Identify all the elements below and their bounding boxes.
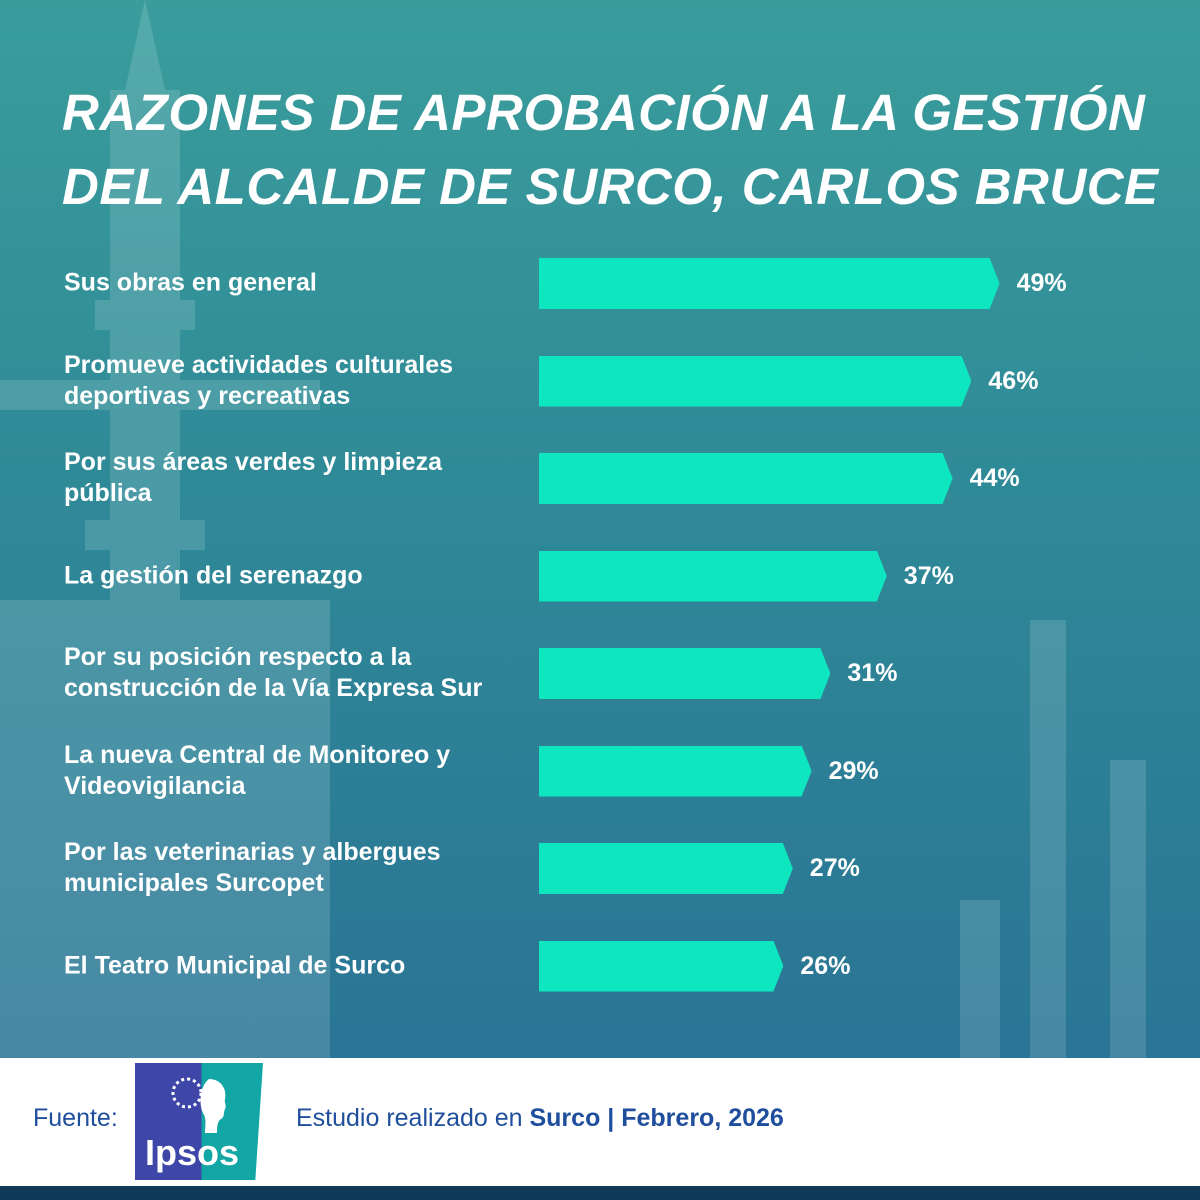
category-label: La nueva Central de Monitoreo y Videovig… [64,740,451,800]
bar [539,453,953,504]
value-label: 37% [903,561,954,590]
category-label: La gestión del serenazgo [64,561,363,589]
footer-bar [0,1186,1200,1200]
bar [539,258,1000,309]
category-label: El Teatro Municipal de Surco [64,951,406,979]
value-label: 44% [969,464,1020,492]
chart-title: RAZONES DE APROBACIÓN A LA GESTIÓN DEL A… [62,84,1159,215]
value-label: 26% [800,951,851,980]
source-label: Fuente: [33,1104,118,1132]
study-prefix: Estudio realizado en [296,1104,530,1132]
bar [539,551,887,602]
bar [539,941,783,992]
profile-head-icon [171,1077,226,1133]
bar [539,356,971,407]
ipsos-logo: Ipsos [135,1063,263,1180]
bar [539,648,830,699]
category-label: Por las veterinarias y albergues municip… [64,838,441,897]
category-label: Por sus áreas verdes y limpieza pública [64,448,442,507]
tower-silhouette [0,0,1200,1058]
value-label: 49% [1016,269,1067,297]
study-separator: | [600,1104,622,1132]
study-date: Febrero, 2026 [621,1104,784,1132]
category-label: Sus obras en general [64,268,317,297]
value-label: 46% [988,366,1039,395]
value-label: 31% [847,659,898,687]
logo-wordmark: Ipsos [145,1132,240,1173]
study-note: Estudio realizado en Surco | Febrero, 20… [296,1102,784,1134]
category-label: Por su posición respecto a la construcci… [64,643,483,702]
study-place: Surco [529,1104,601,1132]
category-label: Promueve actividades culturales deportiv… [64,350,454,410]
value-label: 27% [809,854,860,882]
value-label: 29% [828,756,879,785]
bar [539,746,812,797]
bar [539,843,793,894]
bar-chart: Sus obras en general 49% Promueve activida… [64,0,1067,1058]
